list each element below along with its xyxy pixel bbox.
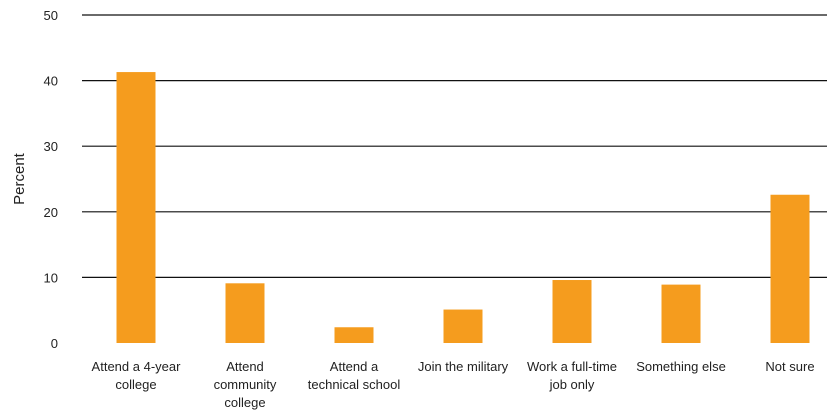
x-category-label-line: Attend a: [330, 359, 379, 374]
bar-2: [334, 327, 374, 343]
y-tick-label: 10: [44, 270, 58, 285]
y-tick-labels: 0 10 20 30 40 50: [44, 8, 58, 351]
x-category-label-line: college: [224, 395, 265, 410]
y-tick-label: 40: [44, 74, 58, 89]
y-tick-label: 20: [44, 205, 58, 220]
bar-4: [552, 280, 592, 343]
x-category-label: Something else: [636, 359, 726, 374]
x-category-label: Join the military: [418, 359, 509, 374]
y-tick-label: 0: [51, 336, 58, 351]
x-category-label-line: college: [115, 377, 156, 392]
x-category-label: Work a full-time job only: [527, 359, 617, 392]
y-tick-label: 30: [44, 139, 58, 154]
y-tick-label: 50: [44, 8, 58, 23]
x-category-label: Not sure: [765, 359, 814, 374]
bar-6: [770, 194, 810, 343]
x-category-label-line: Not sure: [765, 359, 814, 374]
x-category-label-line: Something else: [636, 359, 726, 374]
x-category-labels: Attend a 4-year college Attend community col…: [92, 359, 815, 410]
bar-5: [661, 284, 701, 343]
x-category-label-line: job only: [549, 377, 595, 392]
x-category-label-line: Attend a 4-year: [92, 359, 182, 374]
x-category-label: Attend a technical school: [308, 359, 401, 392]
x-category-label: Attend a 4-year college: [92, 359, 182, 392]
x-category-label-line: Work a full-time: [527, 359, 617, 374]
x-category-label-line: Join the military: [418, 359, 509, 374]
x-category-label-line: community: [214, 377, 277, 392]
bars: [116, 72, 810, 344]
gridlines: [82, 14, 827, 278]
y-axis-title: Percent: [11, 152, 28, 205]
bar-3: [443, 309, 483, 343]
bar-0: [116, 72, 156, 344]
x-category-label-line: technical school: [308, 377, 401, 392]
x-category-label: Attend community college: [214, 359, 277, 410]
bar-1: [225, 283, 265, 343]
x-category-label-line: Attend: [226, 359, 264, 374]
